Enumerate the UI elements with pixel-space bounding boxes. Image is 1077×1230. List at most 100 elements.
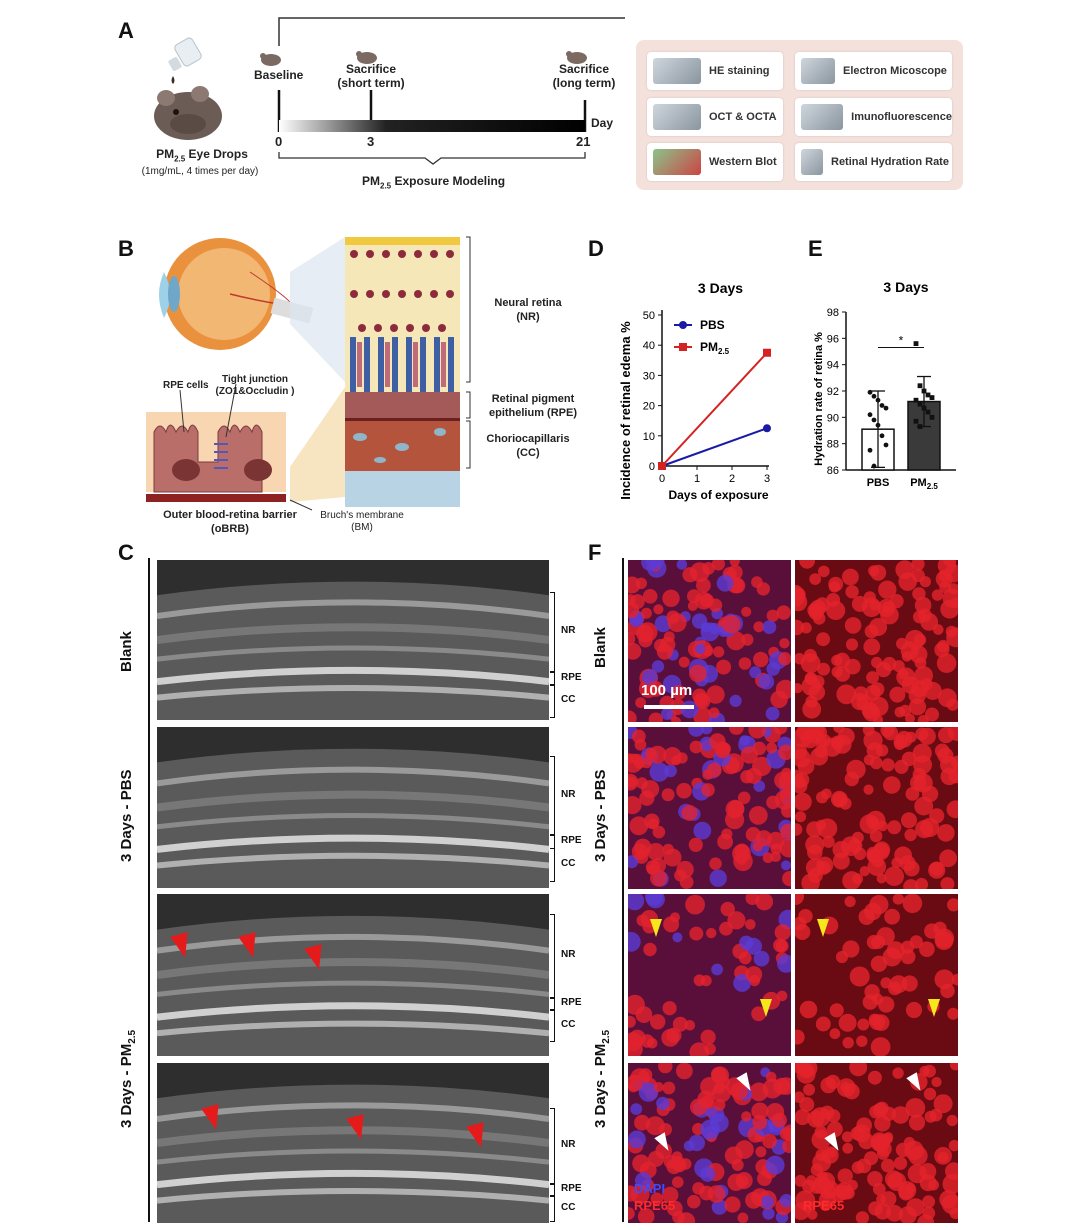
data-point	[871, 393, 877, 399]
data-point	[917, 383, 923, 389]
neural-retina-label: Neural retina (NR)	[494, 297, 562, 323]
layer-label-rpe: RPE	[561, 1183, 582, 1194]
oct-image-blank	[157, 560, 549, 720]
mouse-icon	[154, 86, 222, 140]
legend-label: PBS	[700, 318, 725, 332]
scale-bar	[644, 705, 694, 709]
data-point	[867, 389, 873, 395]
fluorescence-image-blank-merge	[628, 560, 791, 722]
layer-bracket	[550, 1108, 555, 1184]
timeline-tick-3: 3	[367, 134, 375, 149]
rpe65-channel-label-right: RPE65	[803, 1198, 845, 1213]
hydration-rate-bar-chart: 3 Days 86 88 90 92 94 96 98 Hydration rate of re…	[813, 279, 956, 491]
yellow-arrowhead-icon	[928, 999, 940, 1017]
bruchs-membrane-label: Bruch's membrane (BM)	[320, 510, 404, 533]
legend-label: PM2.5	[700, 340, 730, 356]
chart-title: 3 Days	[883, 279, 928, 295]
timeline-day-label: Day	[591, 116, 614, 130]
data-point	[929, 395, 935, 400]
dropper-bottle-icon	[168, 37, 202, 84]
y-tick-label: 30	[643, 370, 655, 382]
y-axis-label: Incidence of retinal edema %	[618, 321, 633, 500]
method-oct-octa: OCT & OCTA	[647, 98, 783, 136]
layer-label-nr: NR	[561, 1139, 576, 1150]
data-point	[917, 401, 923, 407]
data-point	[925, 409, 931, 415]
panel-letter-f: F	[588, 540, 602, 565]
data-point	[921, 388, 927, 394]
row-label-blank: Blank	[118, 631, 135, 672]
layer-bracket	[550, 998, 555, 1010]
x-tick-label: 3	[764, 473, 770, 485]
data-point	[917, 424, 923, 429]
significance-marker: *	[899, 334, 904, 348]
x-tick-label: 2	[729, 473, 735, 485]
rpe-cells-label: RPE cells	[163, 380, 209, 391]
timeline-baseline-label: Baseline	[254, 68, 304, 82]
layer-label-cc: CC	[561, 858, 576, 869]
western-blot-icon	[653, 149, 701, 175]
x-axis-label: Days of exposure	[668, 488, 768, 502]
f-row-label-3days-pm25: 3 Days - PM2.5	[592, 1029, 612, 1128]
data-point	[875, 397, 881, 403]
layer-label-nr: NR	[561, 949, 576, 960]
fluorescence-image-blank-rpe65	[795, 560, 958, 722]
eye-drops-dose: (1mg/mL, 4 times per day)	[141, 166, 259, 177]
scale-icon	[801, 149, 823, 175]
data-point	[763, 424, 771, 433]
legend-marker	[679, 321, 687, 329]
layer-bracket	[550, 848, 555, 882]
x-tick-label: PM2.5	[910, 477, 938, 491]
yellow-arrowhead-icon	[760, 999, 772, 1017]
data-point	[871, 417, 877, 423]
data-point	[883, 405, 889, 411]
layer-bracket	[550, 1010, 555, 1042]
eye-drops-mouse-illustration	[154, 37, 222, 140]
method-electron-microscope: Electron Micoscope	[795, 52, 952, 90]
mouse-icon	[566, 51, 587, 64]
chart-title: 3 Days	[698, 280, 743, 296]
data-point	[658, 462, 666, 470]
data-point	[913, 418, 919, 424]
oct-device-icon	[653, 104, 701, 130]
dapi-channel-label: DAPI	[634, 1181, 666, 1196]
fluorescence-image-3days-pm25-b-rpe65	[795, 1063, 958, 1223]
fluorescence-microscope-icon	[801, 104, 844, 130]
layer-bracket	[550, 1184, 555, 1196]
layer-label-cc: CC	[561, 1019, 576, 1030]
data-point	[879, 403, 885, 408]
layer-bracket	[550, 756, 555, 835]
f-row-label-blank: Blank	[592, 627, 609, 668]
panel-f-divider	[622, 558, 624, 1222]
fluorescence-image-3days-pm25-b-merge	[628, 1063, 791, 1223]
y-tick-label: 10	[643, 431, 655, 443]
data-point	[913, 397, 919, 403]
obrb-label: Outer blood-retina barrier (oBRB)	[163, 509, 297, 535]
timeline-sacrifice-long-label: Sacrifice (long term)	[552, 62, 616, 90]
photoreceptors-layer	[350, 337, 454, 392]
layer-label-rpe: RPE	[561, 835, 582, 846]
row-label-3days-pm25: 3 Days - PM2.5	[118, 1029, 138, 1128]
layer-bracket	[550, 914, 555, 998]
tight-junction-label: Tight junction (ZO1&Occludin )	[215, 374, 295, 397]
panel-letter-e: E	[808, 236, 823, 261]
data-point	[879, 433, 885, 439]
method-western-blot: Western Blot	[647, 143, 783, 181]
fluorescence-image-3days-pbs-rpe65	[795, 727, 958, 889]
yellow-arrowhead-icon	[650, 919, 662, 937]
y-tick-label: 20	[643, 401, 655, 413]
y-tick-label: 94	[827, 360, 839, 372]
data-point	[867, 447, 873, 453]
x-tick-label: PBS	[867, 477, 890, 489]
microscope-slide-icon	[653, 58, 701, 84]
method-immunofluorescence: Imunofluorescence	[795, 98, 952, 136]
data-point	[883, 442, 889, 448]
electron-microscope-icon	[801, 58, 835, 84]
panel-letter-b: B	[118, 236, 134, 261]
data-point	[929, 414, 935, 420]
data-point	[925, 392, 931, 398]
panel-letter-a: A	[118, 18, 134, 43]
x-tick-label: 0	[659, 473, 665, 485]
yellow-arrowhead-icon	[817, 919, 829, 937]
layer-bracket	[550, 1196, 555, 1222]
